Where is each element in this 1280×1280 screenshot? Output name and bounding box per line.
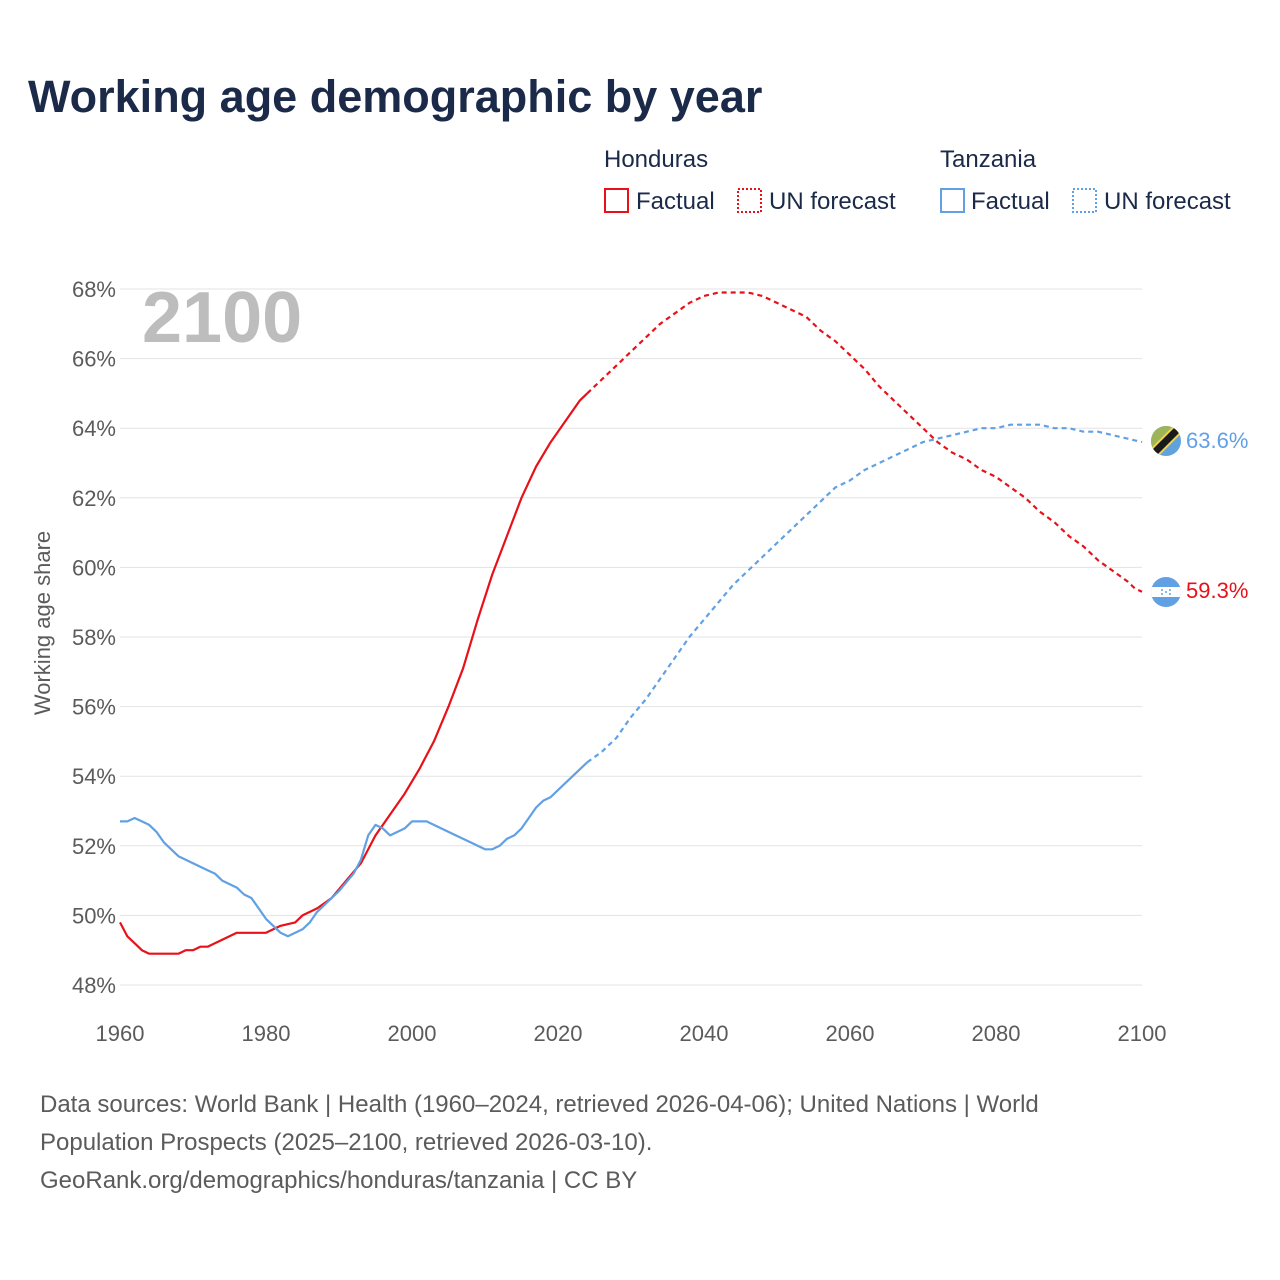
x-tick-label: 2080 xyxy=(972,1021,1021,1046)
footer-line-1: Data sources: World Bank | Health (1960–… xyxy=(40,1091,1039,1118)
y-tick-label: 68% xyxy=(72,277,116,302)
legend-honduras-factual-swatch xyxy=(604,188,629,213)
x-tick-label: 2020 xyxy=(534,1021,583,1046)
legend: Honduras Factual UN forecast Tanzania Fa… xyxy=(604,146,1231,215)
legend-tanzania-factual-label: Factual xyxy=(971,188,1050,215)
chart-title: Working age demographic by year xyxy=(28,71,762,122)
gridlines xyxy=(120,288,1142,986)
year-watermark: 2100 xyxy=(142,278,302,358)
footer-line-3: GeoRank.org/demographics/honduras/tanzan… xyxy=(40,1167,638,1194)
honduras-forecast-line xyxy=(586,291,1143,593)
x-axis-ticks: 1960 1980 2000 2020 2040 2060 2080 2100 xyxy=(96,1021,1167,1046)
tanzania-flag-icon xyxy=(1151,426,1181,456)
x-tick-label: 2100 xyxy=(1118,1021,1167,1046)
footer-sources: Data sources: World Bank | Health (1960–… xyxy=(40,1086,1240,1200)
legend-group-tanzania: Tanzania xyxy=(940,146,1037,173)
tanzania-forecast-line xyxy=(586,423,1143,764)
x-tick-label: 2000 xyxy=(388,1021,437,1046)
series xyxy=(119,291,1143,955)
honduras-flag-icon xyxy=(1151,577,1181,607)
y-axis-label: Working age share xyxy=(30,531,55,715)
x-tick-label: 2040 xyxy=(680,1021,729,1046)
tanzania-factual-line xyxy=(120,761,588,938)
y-tick-label: 52% xyxy=(72,834,116,859)
legend-tanzania-forecast-swatch xyxy=(1072,188,1097,213)
honduras-end-label: 59.3% xyxy=(1186,578,1248,603)
y-tick-label: 62% xyxy=(72,486,116,511)
tanzania-end-label: 63.6% xyxy=(1186,428,1248,453)
y-tick-label: 64% xyxy=(72,416,116,441)
legend-honduras-forecast-label: UN forecast xyxy=(769,188,896,215)
x-tick-label: 2060 xyxy=(826,1021,875,1046)
legend-tanzania-forecast-label: UN forecast xyxy=(1104,188,1231,215)
legend-honduras-forecast-swatch xyxy=(737,188,762,213)
legend-group-honduras: Honduras xyxy=(604,146,708,173)
y-tick-label: 60% xyxy=(72,555,116,580)
x-tick-label: 1980 xyxy=(242,1021,291,1046)
legend-tanzania-factual-swatch xyxy=(940,188,965,213)
y-axis-ticks: 48% 50% 52% 54% 56% 58% 60% 62% 64% 66% 68% xyxy=(72,277,116,998)
y-tick-label: 54% xyxy=(72,764,116,789)
y-tick-label: 58% xyxy=(72,625,116,650)
footer-line-2: Population Prospects (2025–2100, retriev… xyxy=(40,1129,653,1156)
y-tick-label: 66% xyxy=(72,347,116,372)
x-tick-label: 1960 xyxy=(96,1021,145,1046)
y-tick-label: 56% xyxy=(72,695,116,720)
y-tick-label: 48% xyxy=(72,973,116,998)
legend-honduras-factual-label: Factual xyxy=(636,188,715,215)
y-tick-label: 50% xyxy=(72,903,116,928)
honduras-factual-line xyxy=(119,392,588,955)
